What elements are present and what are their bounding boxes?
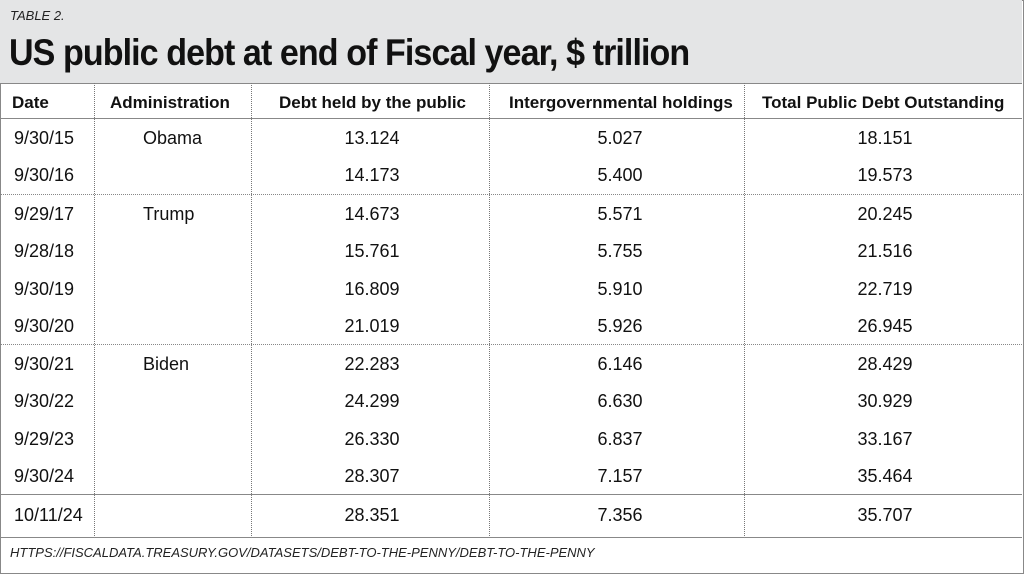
column-header-intergovernmental: Intergovernmental holdings [509, 93, 733, 112]
cell-debt-public: 16.809 [344, 279, 400, 299]
column-header-total-debt: Total Public Debt Outstanding [762, 93, 1005, 112]
cell-debt-public: 28.351 [344, 505, 400, 525]
group-divider [0, 194, 1022, 195]
cell-total-debt: 22.719 [857, 279, 913, 299]
group-divider [0, 344, 1022, 345]
cell-date: 9/30/22 [14, 391, 75, 411]
page-title: US public debt at end of Fiscal year, $ … [9, 32, 690, 73]
group-divider [0, 494, 1022, 495]
cell-total-debt: 20.245 [857, 204, 913, 224]
column-header-debt-public: Debt held by the public [279, 93, 467, 112]
cell-debt-public: 13.124 [344, 128, 400, 148]
cell-total-debt: 35.464 [857, 466, 913, 486]
cell-intergovernmental: 5.571 [597, 204, 643, 224]
cell-debt-public: 21.019 [344, 316, 400, 336]
cell-debt-public: 14.173 [344, 165, 400, 185]
cell-intergovernmental: 7.157 [597, 466, 643, 486]
cell-total-debt: 35.707 [857, 505, 913, 525]
column-header-administration: Administration [110, 93, 230, 112]
cell-total-debt: 18.151 [857, 128, 913, 148]
cell-intergovernmental: 6.146 [597, 354, 643, 374]
cell-date: 9/30/16 [14, 165, 75, 185]
cell-date: 9/30/21 [14, 354, 75, 374]
cell-administration: Obama [143, 128, 203, 148]
footer-divider [0, 537, 1022, 538]
cell-total-debt: 30.929 [857, 391, 913, 411]
cell-date: 9/30/15 [14, 128, 75, 148]
cell-debt-public: 24.299 [344, 391, 400, 411]
cell-intergovernmental: 5.910 [597, 279, 643, 299]
cell-debt-public: 28.307 [344, 466, 400, 486]
cell-total-debt: 28.429 [857, 354, 913, 374]
column-header-date: Date [12, 93, 49, 112]
cell-intergovernmental: 5.755 [597, 241, 643, 261]
cell-date: 9/29/17 [14, 204, 75, 224]
cell-debt-public: 26.330 [344, 429, 400, 449]
column-divider [94, 83, 95, 538]
cell-intergovernmental: 7.356 [597, 505, 643, 525]
cell-date: 9/30/20 [14, 316, 75, 336]
cell-date: 10/11/24 [14, 505, 83, 525]
cell-intergovernmental: 5.027 [597, 128, 643, 148]
cell-intergovernmental: 6.630 [597, 391, 643, 411]
source-note: HTTPS://FISCALDATA.TREASURY.GOV/DATASETS… [10, 545, 595, 560]
cell-total-debt: 21.516 [857, 241, 913, 261]
cell-total-debt: 26.945 [857, 316, 913, 336]
cell-date: 9/29/23 [14, 429, 75, 449]
cell-total-debt: 19.573 [857, 165, 913, 185]
column-divider [251, 83, 252, 538]
cell-debt-public: 15.761 [344, 241, 400, 261]
cell-intergovernmental: 6.837 [597, 429, 643, 449]
table-header: TABLE 2. US public debt at end of Fiscal… [0, 0, 1022, 84]
cell-date: 9/30/19 [14, 279, 75, 299]
cell-date: 9/28/18 [14, 241, 75, 261]
cell-intergovernmental: 5.926 [597, 316, 643, 336]
table-label: TABLE 2. [10, 8, 65, 23]
cell-intergovernmental: 5.400 [597, 165, 643, 185]
cell-total-debt: 33.167 [857, 429, 913, 449]
cell-date: 9/30/24 [14, 466, 75, 486]
cell-debt-public: 14.673 [344, 204, 400, 224]
column-divider [744, 83, 745, 538]
cell-debt-public: 22.283 [344, 354, 400, 374]
cell-administration: Biden [143, 354, 190, 374]
column-divider [489, 83, 490, 538]
header-divider [0, 118, 1022, 119]
cell-administration: Trump [143, 204, 195, 224]
